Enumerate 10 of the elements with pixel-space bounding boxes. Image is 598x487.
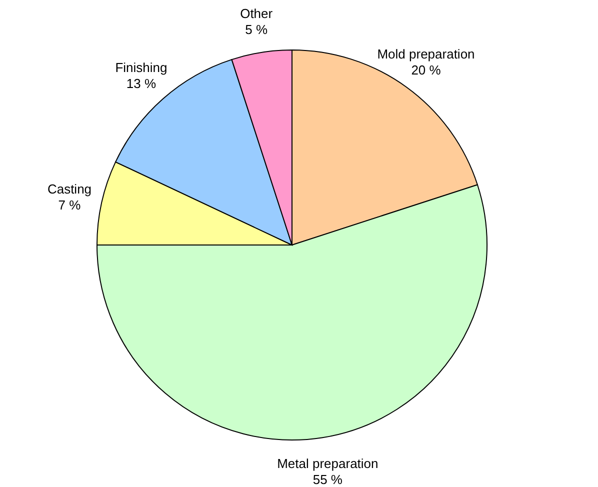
data-label: 5 % (245, 22, 268, 37)
data-label: 55 % (312, 472, 343, 487)
slice-label: Casting (47, 181, 92, 196)
data-label: 20 % (411, 62, 442, 78)
slice-label: Mold preparation (377, 46, 475, 62)
slice-label: Metal preparation (277, 456, 378, 472)
slice-label: Other (240, 6, 274, 21)
data-label: 7 % (58, 197, 82, 212)
slice-label: Finishing (115, 60, 168, 75)
data-label: 13 % (126, 76, 156, 91)
